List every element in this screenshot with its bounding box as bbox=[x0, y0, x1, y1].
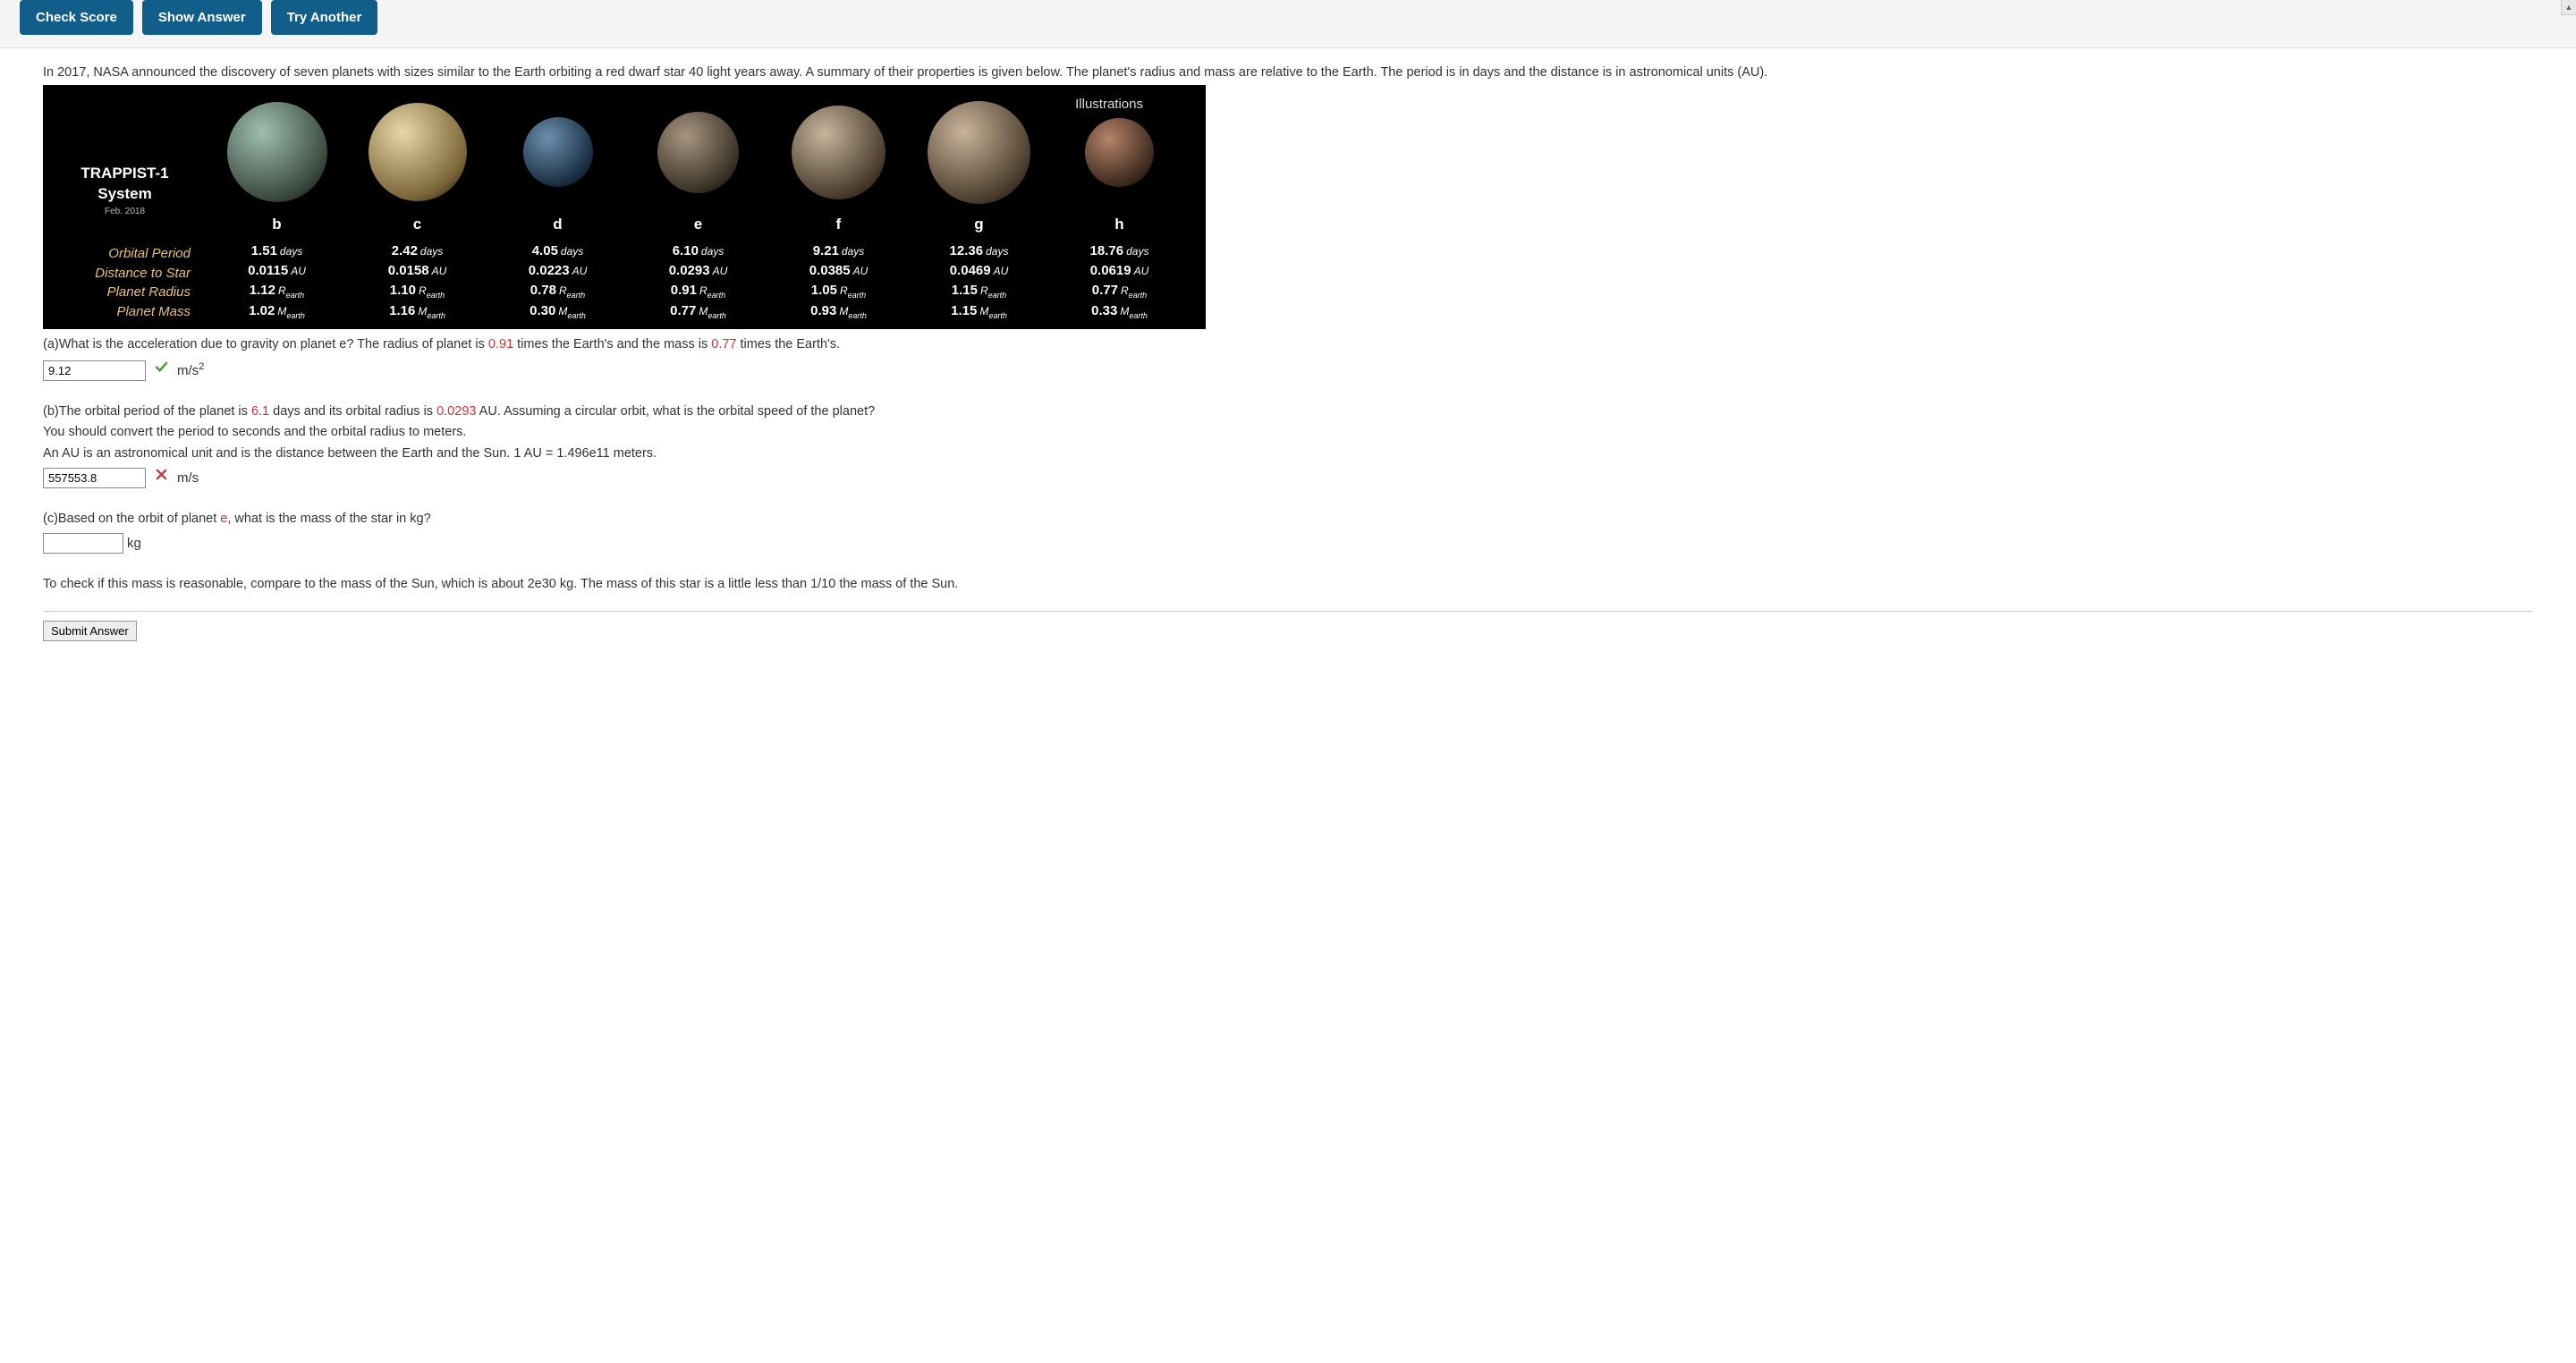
planet-letter: d bbox=[487, 210, 628, 241]
planet-period: 18.76days bbox=[1049, 241, 1190, 261]
qc-input[interactable] bbox=[43, 533, 123, 554]
planet-mass: 1.15Mearth bbox=[909, 301, 1049, 322]
planet-letter: h bbox=[1049, 210, 1190, 241]
planet-letter: c bbox=[347, 210, 487, 241]
planet-sphere-g bbox=[928, 101, 1030, 204]
planet-distance: 0.0469AU bbox=[909, 261, 1049, 281]
qb-text-2: days and its orbital radius is bbox=[269, 404, 436, 419]
planet-col-b: b1.51days0.0115AU1.12Rearth1.02Mearth bbox=[207, 94, 347, 322]
planet-mass: 1.02Mearth bbox=[207, 301, 347, 322]
qa-text-2: times the Earth's and the mass is bbox=[513, 337, 711, 351]
qc-unit: kg bbox=[127, 533, 141, 555]
illustrations-label: Illustrations bbox=[1075, 94, 1143, 115]
row-mass: Planet Mass bbox=[59, 302, 191, 322]
planet-mass: 0.33Mearth bbox=[1049, 301, 1190, 322]
planet-mass: 0.30Mearth bbox=[487, 301, 628, 322]
planet-col-e: e6.10days0.0293AU0.91Rearth0.77Mearth bbox=[628, 94, 768, 322]
planet-distance: 0.0293AU bbox=[628, 261, 768, 281]
illustration-panel: Illustrations TRAPPIST-1 System Feb. 201… bbox=[43, 85, 1206, 329]
question-c: (c)Based on the orbit of planet e, what … bbox=[43, 509, 2533, 555]
system-name-2: System bbox=[59, 185, 191, 205]
submit-answer-button[interactable]: Submit Answer bbox=[43, 621, 137, 641]
question-a: (a)What is the acceleration due to gravi… bbox=[43, 334, 2533, 382]
row-distance: Distance to Star bbox=[59, 264, 191, 284]
x-icon bbox=[155, 468, 168, 488]
content: In 2017, NASA announced the discovery of… bbox=[0, 48, 2576, 642]
qa-text-1: (a)What is the acceleration due to gravi… bbox=[43, 337, 488, 351]
planet-period: 1.51days bbox=[207, 241, 347, 261]
planet-sphere-h bbox=[1085, 118, 1154, 187]
planet-radius: 1.15Rearth bbox=[909, 281, 1049, 301]
planet-sphere-b bbox=[227, 102, 327, 202]
planet-sphere-d bbox=[523, 117, 593, 187]
planet-sphere-e bbox=[657, 112, 739, 193]
planet-period: 6.10days bbox=[628, 241, 768, 261]
planet-radius: 0.91Rearth bbox=[628, 281, 768, 301]
planet-radius: 0.77Rearth bbox=[1049, 281, 1190, 301]
check-icon bbox=[155, 360, 168, 381]
planet-sphere-f bbox=[792, 106, 886, 199]
row-orbital-period: Orbital Period bbox=[59, 244, 191, 264]
planet-distance: 0.0223AU bbox=[487, 261, 628, 281]
planet-distance: 0.0385AU bbox=[768, 261, 909, 281]
planet-letter: e bbox=[628, 210, 768, 241]
intro-text: In 2017, NASA announced the discovery of… bbox=[43, 63, 2533, 83]
system-date: Feb. 2018 bbox=[59, 205, 191, 244]
planet-period: 2.42days bbox=[347, 241, 487, 261]
qb-line3: An AU is an astronomical unit and is the… bbox=[43, 446, 657, 461]
planet-radius: 1.12Rearth bbox=[207, 281, 347, 301]
planet-distance: 0.0619AU bbox=[1049, 261, 1190, 281]
qc-text-2: , what is the mass of the star in kg? bbox=[227, 512, 430, 526]
planet-col-f: f9.21days0.0385AU1.05Rearth0.93Mearth bbox=[768, 94, 909, 322]
submit-area: Submit Answer bbox=[43, 611, 2533, 642]
qa-text-3: times the Earth's. bbox=[737, 337, 841, 351]
qb-text-1: (b)The orbital period of the planet is bbox=[43, 404, 251, 419]
planet-distance: 0.0115AU bbox=[207, 261, 347, 281]
planet-radius: 0.78Rearth bbox=[487, 281, 628, 301]
planet-period: 12.36days bbox=[909, 241, 1049, 261]
qb-unit: m/s bbox=[177, 468, 199, 489]
qb-period: 6.1 bbox=[251, 404, 269, 419]
planet-col-d: d4.05days0.0223AU0.78Rearth0.30Mearth bbox=[487, 94, 628, 322]
qb-radius: 0.0293 bbox=[436, 404, 476, 419]
qb-input[interactable] bbox=[43, 468, 146, 488]
planet-radius: 1.05Rearth bbox=[768, 281, 909, 301]
planet-col-h: h18.76days0.0619AU0.77Rearth0.33Mearth bbox=[1049, 94, 1190, 322]
qa-unit: m/s2 bbox=[177, 359, 204, 382]
try-another-button[interactable]: Try Another bbox=[271, 0, 378, 35]
qa-radius: 0.91 bbox=[488, 337, 513, 351]
toolbar: Check Score Show Answer Try Another bbox=[0, 0, 2576, 48]
planet-letter: g bbox=[909, 210, 1049, 241]
question-b: (b)The orbital period of the planet is 6… bbox=[43, 402, 2533, 489]
planet-col-c: c2.42days0.0158AU1.10Rearth1.16Mearth bbox=[347, 94, 487, 322]
scrollbar-up[interactable]: ▲ bbox=[2561, 0, 2576, 15]
qa-input[interactable] bbox=[43, 360, 146, 381]
row-headers: TRAPPIST-1 System Feb. 2018 Orbital Peri… bbox=[59, 165, 207, 322]
planet-letter: f bbox=[768, 210, 909, 241]
show-answer-button[interactable]: Show Answer bbox=[142, 0, 262, 35]
planet-radius: 1.10Rearth bbox=[347, 281, 487, 301]
planet-mass: 1.16Mearth bbox=[347, 301, 487, 322]
planet-mass: 0.93Mearth bbox=[768, 301, 909, 322]
qb-text-3: AU. Assuming a circular orbit, what is t… bbox=[476, 404, 875, 419]
qb-line2: You should convert the period to seconds… bbox=[43, 425, 466, 439]
planet-columns: b1.51days0.0115AU1.12Rearth1.02Mearthc2.… bbox=[207, 94, 1190, 322]
check-score-button[interactable]: Check Score bbox=[20, 0, 133, 35]
system-name-1: TRAPPIST-1 bbox=[59, 165, 191, 184]
qa-mass: 0.77 bbox=[711, 337, 736, 351]
planet-period: 4.05days bbox=[487, 241, 628, 261]
planet-col-g: g12.36days0.0469AU1.15Rearth1.15Mearth bbox=[909, 94, 1049, 322]
planet-distance: 0.0158AU bbox=[347, 261, 487, 281]
planet-mass: 0.77Mearth bbox=[628, 301, 768, 322]
planet-letter: b bbox=[207, 210, 347, 241]
closing-text: To check if this mass is reasonable, com… bbox=[43, 574, 2533, 595]
planet-sphere-c bbox=[369, 103, 467, 201]
row-radius: Planet Radius bbox=[59, 283, 191, 302]
qc-text-1: (c)Based on the orbit of planet bbox=[43, 512, 220, 526]
planet-period: 9.21days bbox=[768, 241, 909, 261]
